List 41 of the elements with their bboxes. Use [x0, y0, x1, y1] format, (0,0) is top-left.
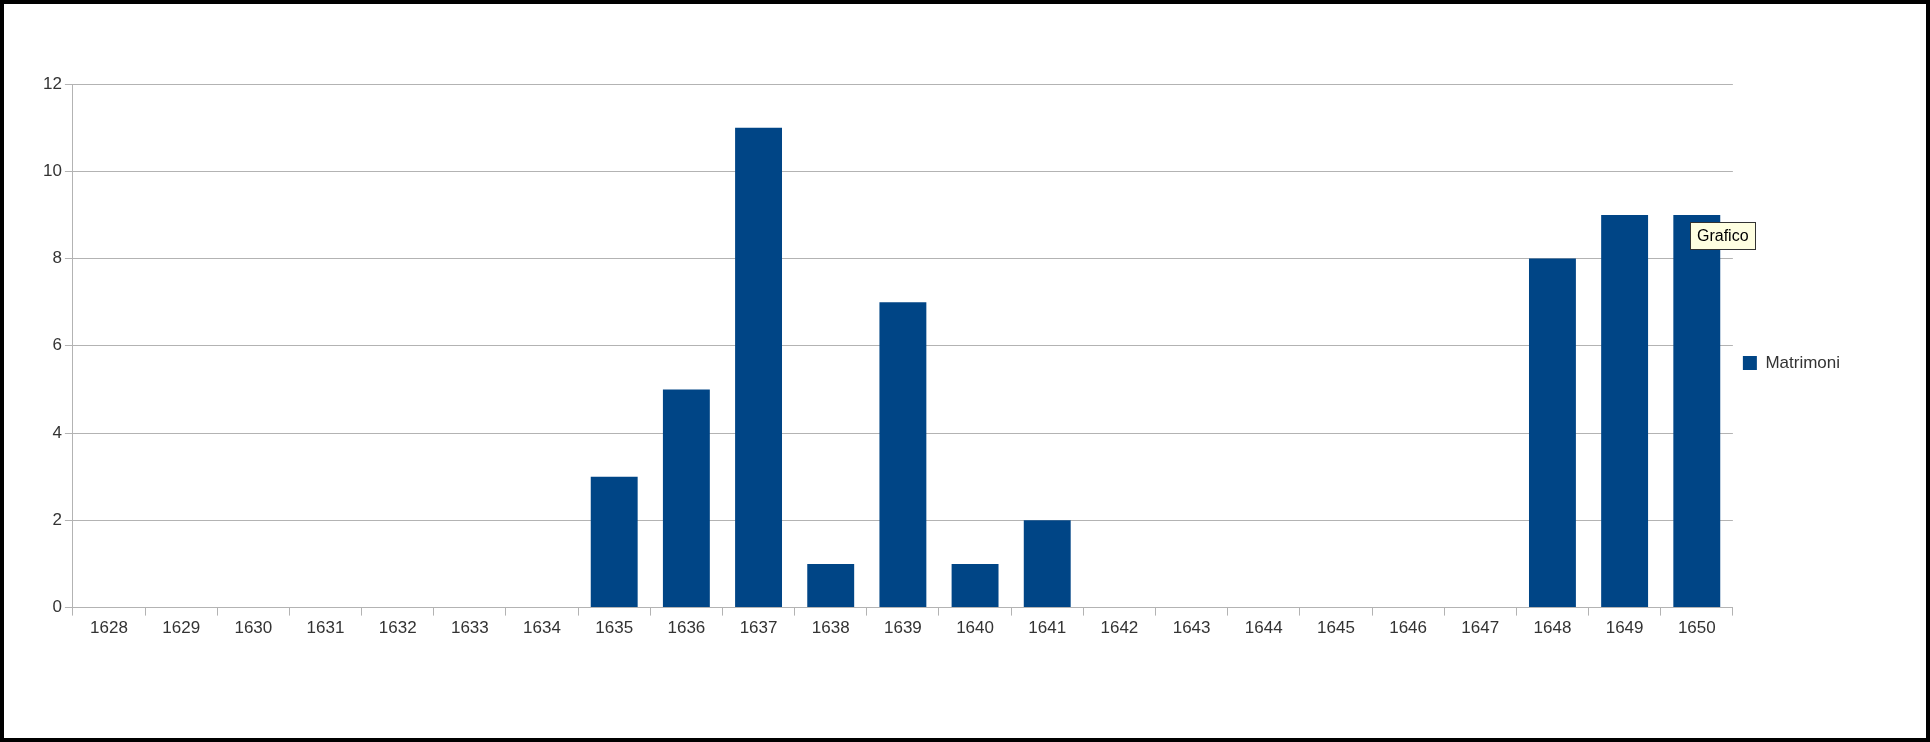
x-tick-label: 1639 [883, 618, 922, 638]
x-tick-label: 1646 [1389, 618, 1428, 638]
x-tick-label: 1633 [450, 618, 489, 638]
x-tick-label: 1648 [1533, 618, 1572, 638]
x-tick-label: 1628 [90, 618, 128, 638]
bar [590, 476, 638, 608]
bar [1601, 214, 1649, 608]
annotation: Grafico [1690, 222, 1756, 250]
x-tick-label: 1630 [234, 618, 273, 638]
x-tick-label: 1644 [1244, 618, 1283, 638]
y-tick-label: 2 [52, 510, 62, 530]
bar [1023, 520, 1071, 608]
bar [1528, 258, 1576, 608]
x-tick-label: 1637 [739, 618, 778, 638]
x-tick-label: 1632 [378, 618, 417, 638]
y-tick-label: 12 [42, 73, 62, 93]
x-tick-label: 1634 [523, 618, 561, 638]
x-tick-label: 1645 [1317, 618, 1355, 638]
y-tick-label: 4 [52, 422, 62, 442]
y-tick-label: 6 [52, 335, 62, 355]
x-tick-label: 1649 [1605, 618, 1644, 638]
x-tick-label: 1638 [811, 618, 850, 638]
x-tick-label: 1641 [1028, 618, 1067, 638]
x-tick-label: 1647 [1461, 618, 1500, 638]
x-tick-label: 1643 [1172, 618, 1211, 638]
y-tick-label: 8 [52, 248, 62, 268]
bar [879, 302, 927, 608]
x-tick-label: 1635 [595, 618, 634, 638]
y-tick-label: 0 [52, 597, 62, 617]
legend-label: Matrimoni [1765, 352, 1840, 372]
y-tick-label: 10 [42, 160, 62, 180]
bar [951, 563, 999, 608]
x-tick-label: 1629 [162, 618, 201, 638]
x-tick-label: 1636 [667, 618, 706, 638]
x-tick-label: 1650 [1677, 618, 1716, 638]
bar [735, 127, 782, 608]
bar [807, 563, 855, 608]
x-tick-label: 1631 [306, 618, 345, 638]
x-tick-label: 1640 [956, 618, 994, 638]
bar [662, 389, 710, 608]
x-tick-label: 1642 [1100, 618, 1139, 638]
